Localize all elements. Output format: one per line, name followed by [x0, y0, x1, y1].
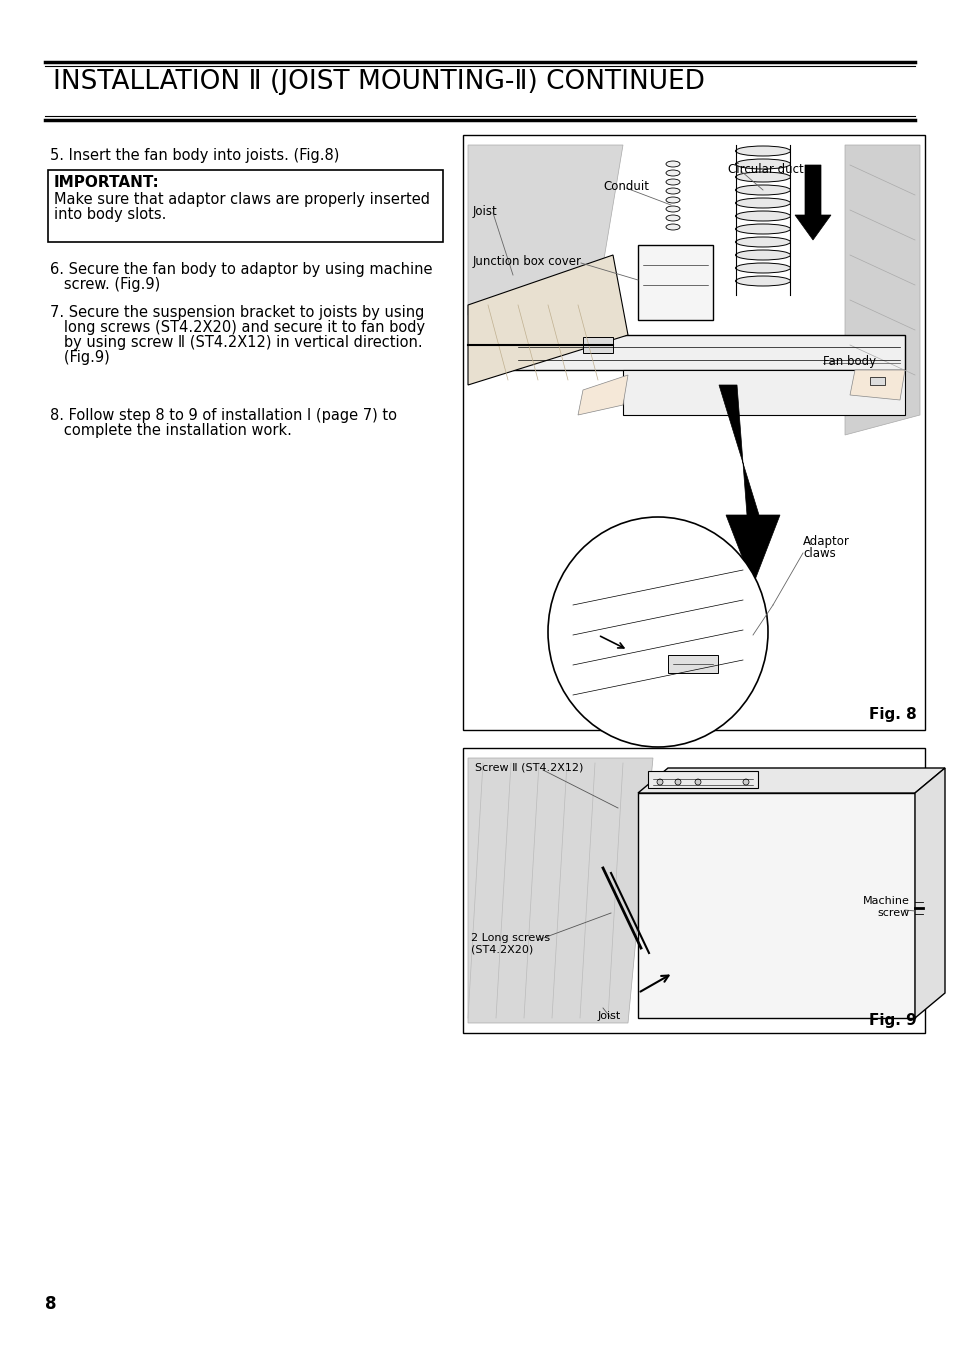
Polygon shape	[794, 164, 830, 240]
Text: Machine: Machine	[862, 896, 909, 906]
Text: Conduit: Conduit	[602, 181, 648, 193]
Bar	[513, 336, 904, 369]
Ellipse shape	[665, 160, 679, 167]
Bar	[462, 748, 924, 1033]
Text: 8. Follow step 8 to 9 of installation I (page 7) to: 8. Follow step 8 to 9 of installation I …	[50, 408, 396, 423]
Text: Make sure that adaptor claws are properly inserted: Make sure that adaptor claws are properl…	[54, 191, 430, 208]
Ellipse shape	[665, 224, 679, 231]
Polygon shape	[914, 768, 944, 1018]
Circle shape	[695, 779, 700, 785]
Text: complete the installation work.: complete the installation work.	[50, 423, 292, 438]
Text: 2 Long screws: 2 Long screws	[471, 933, 550, 944]
Text: Junction box cover: Junction box cover	[473, 255, 581, 268]
Polygon shape	[468, 758, 652, 1023]
Bar	[638, 245, 712, 319]
Ellipse shape	[735, 276, 790, 286]
Ellipse shape	[665, 170, 679, 177]
Text: IMPORTANT:: IMPORTANT:	[54, 175, 159, 190]
Text: screw: screw	[877, 909, 909, 918]
Ellipse shape	[735, 212, 790, 221]
Ellipse shape	[665, 179, 679, 185]
Ellipse shape	[547, 518, 767, 747]
Bar	[462, 135, 924, 731]
Text: Circular duct: Circular duct	[727, 163, 803, 177]
Ellipse shape	[735, 263, 790, 274]
Ellipse shape	[735, 198, 790, 208]
Ellipse shape	[735, 185, 790, 195]
Bar	[869, 377, 884, 386]
Bar	[622, 369, 904, 415]
Text: 5. Insert the fan body into joists. (Fig.8): 5. Insert the fan body into joists. (Fig…	[50, 148, 339, 163]
Text: by using screw Ⅱ (ST4.2X12) in vertical direction.: by using screw Ⅱ (ST4.2X12) in vertical …	[50, 336, 422, 350]
Text: Joist: Joist	[473, 205, 497, 218]
Ellipse shape	[665, 206, 679, 212]
Polygon shape	[849, 369, 904, 400]
Text: 7. Secure the suspension bracket to joists by using: 7. Secure the suspension bracket to jois…	[50, 305, 424, 319]
Text: INSTALLATION Ⅱ (JOIST MOUNTING-Ⅱ) CONTINUED: INSTALLATION Ⅱ (JOIST MOUNTING-Ⅱ) CONTIN…	[53, 69, 704, 94]
Polygon shape	[468, 255, 627, 386]
Text: Fig. 8: Fig. 8	[868, 706, 916, 723]
Text: Fig. 9: Fig. 9	[868, 1012, 916, 1029]
Circle shape	[657, 779, 662, 785]
Ellipse shape	[735, 237, 790, 247]
Polygon shape	[844, 146, 919, 435]
Bar	[638, 793, 914, 1018]
Text: (Fig.9): (Fig.9)	[50, 350, 110, 365]
Bar	[582, 337, 613, 353]
Text: screw. (Fig.9): screw. (Fig.9)	[50, 276, 160, 293]
Ellipse shape	[735, 146, 790, 156]
Bar	[647, 771, 758, 789]
Text: long screws (ST4.2X20) and secure it to fan body: long screws (ST4.2X20) and secure it to …	[50, 319, 425, 336]
Polygon shape	[719, 386, 780, 585]
Ellipse shape	[735, 249, 790, 260]
Polygon shape	[578, 375, 627, 415]
Text: (ST4.2X20): (ST4.2X20)	[471, 945, 533, 954]
Ellipse shape	[735, 159, 790, 168]
Ellipse shape	[735, 224, 790, 235]
Text: Fan body: Fan body	[822, 355, 875, 368]
Ellipse shape	[665, 187, 679, 194]
Text: 8: 8	[45, 1295, 56, 1313]
Text: claws: claws	[802, 547, 835, 559]
Bar	[667, 655, 718, 673]
Text: Adaptor: Adaptor	[802, 535, 849, 549]
Bar	[48, 170, 442, 243]
Text: Screw Ⅱ (ST4.2X12): Screw Ⅱ (ST4.2X12)	[475, 763, 583, 772]
Text: into body slots.: into body slots.	[54, 208, 166, 222]
Text: 6. Secure the fan body to adaptor by using machine: 6. Secure the fan body to adaptor by usi…	[50, 262, 432, 276]
Circle shape	[742, 779, 748, 785]
Ellipse shape	[665, 214, 679, 221]
Ellipse shape	[735, 173, 790, 182]
Circle shape	[675, 779, 680, 785]
Text: Joist: Joist	[598, 1011, 620, 1020]
Polygon shape	[638, 768, 944, 793]
Ellipse shape	[665, 197, 679, 204]
Polygon shape	[468, 146, 622, 336]
